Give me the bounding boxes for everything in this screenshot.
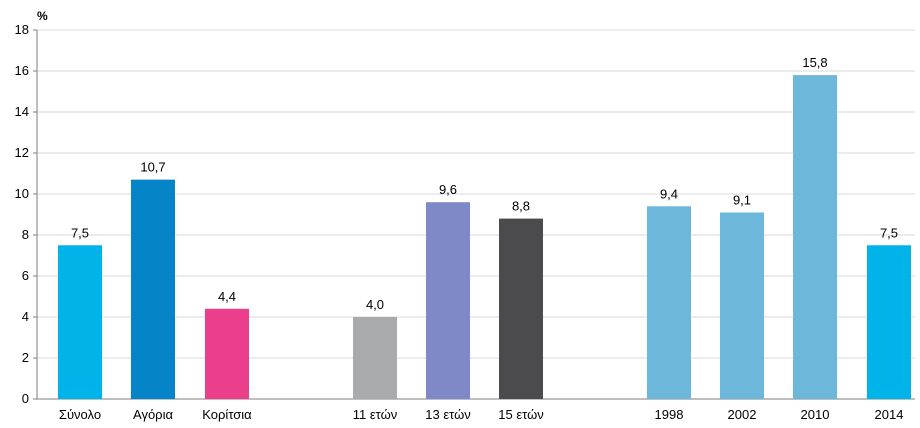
bar-value-label: 9,6 [439,182,457,197]
bar-value-label: 9,1 [733,192,751,207]
bar-value-label: 7,5 [71,225,89,240]
y-tick-label: 10 [15,186,29,201]
x-category-label: 15 ετών [498,407,543,422]
y-tick-label: 18 [15,22,29,37]
x-category-label: Αγόρια [133,407,173,422]
x-category-label: 11 ετών [353,407,398,422]
x-category-label: 13 ετών [425,407,470,422]
bar [867,245,911,399]
bar [499,218,543,399]
x-category-label: 2010 [801,407,830,422]
bar [205,308,249,399]
x-category-label: 2002 [728,407,757,422]
bar-value-label: 15,8 [802,55,827,70]
bar [426,202,470,399]
bar [58,245,102,399]
y-tick-label: 6 [22,268,29,283]
bar-value-label: 8,8 [512,199,530,214]
grid-layer [37,29,915,359]
y-tick-label: 8 [22,227,29,242]
bar [353,317,397,399]
x-category-label: 1998 [655,407,684,422]
bar [131,179,175,399]
bar [793,75,837,399]
bar-value-label: 9,4 [660,186,678,201]
bar-value-label: 7,5 [880,225,898,240]
bar-value-label: 4,0 [366,297,384,312]
x-category-label: Κορίτσια [202,407,252,422]
y-tick-label: 16 [15,63,29,78]
y-tick-label: 4 [22,309,29,324]
y-tick-label: 12 [15,145,29,160]
y-axis-unit-label: % [37,9,48,23]
x-category-label: 2014 [875,407,904,422]
bar-value-label: 10,7 [140,160,165,175]
axis-layer [33,29,915,400]
x-category-label: Σύνολο [59,407,101,422]
y-tick-label: 0 [22,391,29,406]
bar [647,206,691,399]
bar-value-label: 4,4 [218,289,236,304]
label-layer: 0 2 4 6 8 10 12 14 16 18 7,5 Σύνολο 10,7 Αγόρια 4,4 Κορ… [15,22,904,422]
bar-layer [58,75,911,399]
y-tick-label: 2 [22,350,29,365]
y-tick-label: 14 [15,104,29,119]
bar [720,212,764,399]
